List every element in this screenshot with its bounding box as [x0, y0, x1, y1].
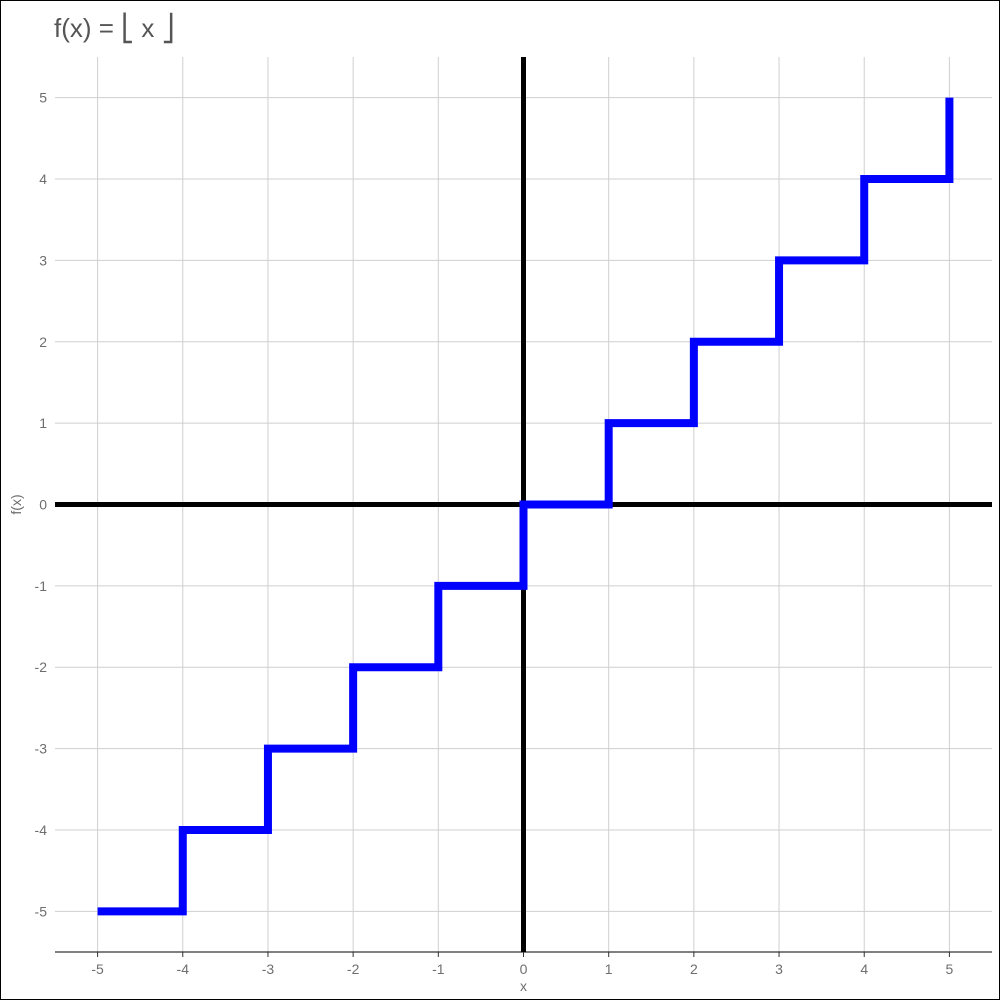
x-tick-label: -3: [262, 961, 275, 977]
y-tick-label: -2: [35, 659, 48, 675]
y-tick-label: 1: [39, 415, 47, 431]
y-tick-label: 0: [39, 497, 47, 513]
series-layer: [97, 97, 954, 916]
y-axis-title: f(x): [8, 494, 24, 514]
y-tick-label: -4: [35, 822, 48, 838]
x-axis-title: x: [520, 978, 527, 994]
y-tick-label: -5: [35, 903, 48, 919]
y-tick-label: 5: [39, 90, 47, 106]
chart-title: f(x) = ⎣ x ⎦: [54, 13, 175, 43]
x-tick-label: -2: [347, 961, 360, 977]
x-tick-label: -5: [91, 961, 104, 977]
x-tick-label: -1: [432, 961, 445, 977]
x-tick-label: 0: [520, 961, 528, 977]
y-tick-label: 3: [39, 252, 47, 268]
axes: [55, 951, 992, 957]
y-tick-label: -1: [35, 578, 48, 594]
x-tick-label: -4: [177, 961, 190, 977]
y-tick-label: 2: [39, 334, 47, 350]
x-tick-label: 4: [860, 961, 868, 977]
y-tick-label: 4: [39, 171, 47, 187]
tick-labels: -5 -4 -3 -2 -1 0 1 2 3 4 5 -5 -4 -3 -2 -1 0 1 2 3 4 5: [35, 90, 954, 977]
x-tick-label: 3: [775, 961, 783, 977]
x-tick-label: 5: [946, 961, 954, 977]
x-tick-label: 1: [605, 961, 613, 977]
y-tick-label: -3: [35, 741, 48, 757]
series-line-0: [97, 97, 954, 916]
x-tick-label: 2: [690, 961, 698, 977]
